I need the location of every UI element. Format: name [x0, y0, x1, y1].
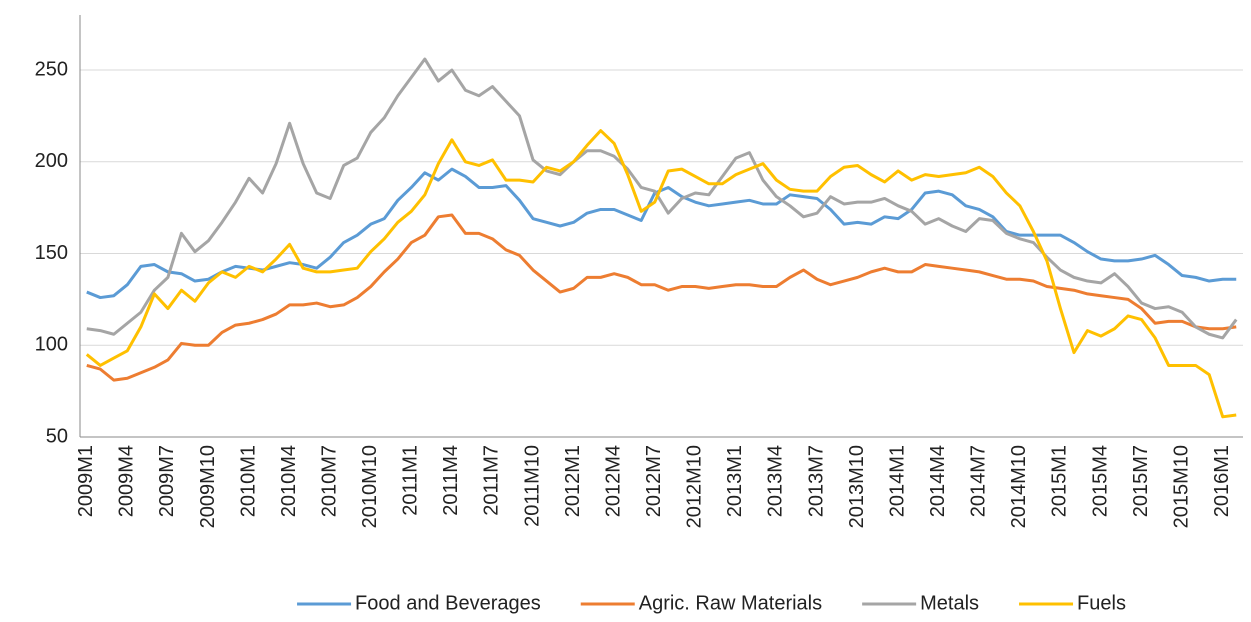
x-tick-label: 2009M4	[116, 445, 138, 517]
legend-label: Fuels	[1077, 592, 1126, 614]
x-tick-label: 2009M10	[197, 445, 219, 528]
x-tick-label: 2012M7	[643, 445, 665, 517]
x-tick-label: 2010M1	[237, 445, 259, 517]
x-tick-label: 2010M7	[318, 445, 340, 517]
y-tick-label: 100	[35, 334, 68, 356]
x-tick-label: 2014M1	[886, 445, 908, 517]
x-tick-label: 2016M1	[1211, 445, 1233, 517]
x-tick-label: 2012M1	[562, 445, 584, 517]
x-tick-label: 2012M10	[684, 445, 706, 528]
legend-label: Metals	[920, 592, 979, 614]
x-tick-label: 2013M1	[724, 445, 746, 517]
x-tick-label: 2011M10	[521, 445, 543, 527]
x-tick-label: 2014M10	[1008, 445, 1030, 528]
x-tick-label: 2015M7	[1130, 445, 1152, 517]
y-tick-label: 150	[35, 242, 68, 264]
x-tick-label: 2010M4	[278, 445, 300, 517]
x-tick-label: 2011M7	[481, 445, 503, 516]
x-tick-label: 2014M4	[927, 445, 949, 517]
series-line	[85, 129, 1237, 419]
y-tick-label: 50	[46, 425, 68, 447]
x-tick-label: 2010M10	[359, 445, 381, 528]
x-tick-label: 2015M1	[1049, 445, 1071, 517]
x-tick-label: 2015M10	[1170, 445, 1192, 528]
x-tick-label: 2011M1	[400, 445, 422, 516]
x-tick-label: 2013M7	[805, 445, 827, 517]
series-line	[86, 213, 1237, 382]
x-tick-label: 2013M10	[846, 445, 868, 528]
legend-label: Food and Beverages	[355, 592, 541, 614]
x-tick-label: 2013M4	[765, 445, 787, 517]
legend-label: Agric. Raw Materials	[639, 592, 822, 614]
x-tick-label: 2015M4	[1089, 445, 1111, 517]
y-tick-label: 200	[35, 150, 68, 172]
series-line	[86, 57, 1238, 340]
y-tick-label: 250	[35, 58, 68, 80]
x-tick-label: 2014M7	[968, 445, 990, 517]
x-tick-label: 2012M4	[602, 445, 624, 517]
x-tick-label: 2011M4	[440, 445, 462, 516]
x-tick-label: 2009M7	[156, 445, 178, 517]
x-tick-label: 2009M1	[75, 445, 97, 517]
